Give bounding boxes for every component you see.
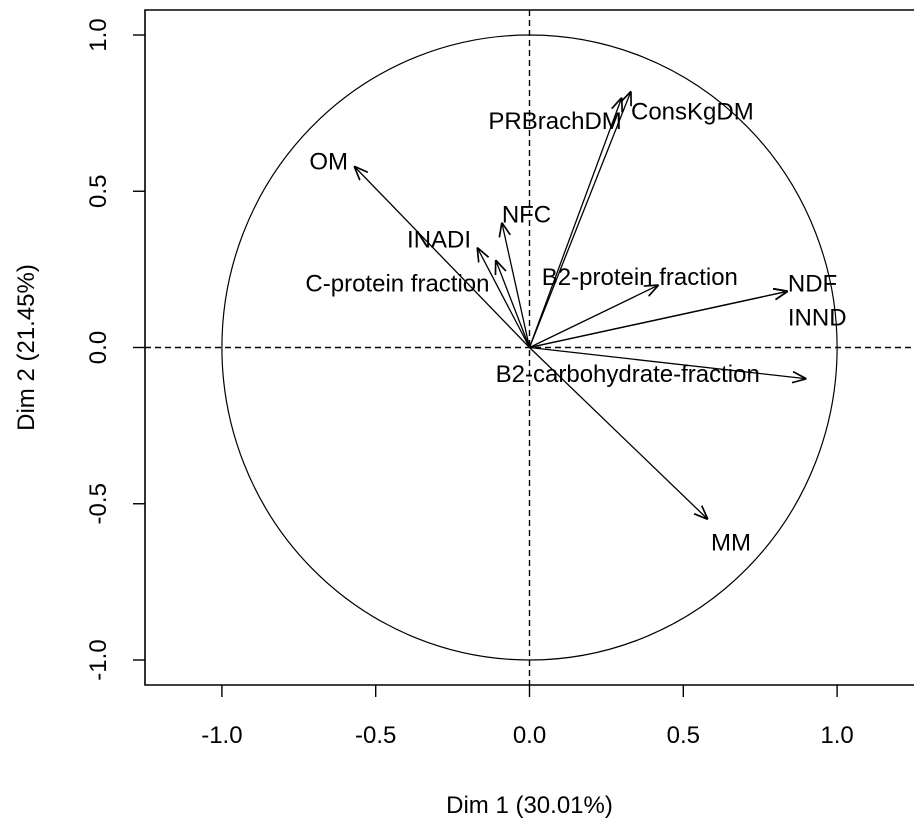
variable-arrow-b2-protein-fraction: [529, 285, 659, 349]
variable-label-inadi: INADI: [407, 227, 471, 254]
x-tick-label: 1.0: [820, 722, 853, 749]
unit-circle: [221, 34, 838, 661]
variable-arrow-nfc: [502, 223, 531, 348]
variable-arrow-innd: [529, 291, 788, 349]
variable-arrow-prbrachdm: [528, 98, 622, 348]
variable-label-mm: MM: [711, 530, 751, 557]
variable-label-b2-protein-fraction: B2-protein fraction: [542, 264, 738, 291]
y-tick-label: 1.0: [85, 18, 112, 51]
variable-arrow-mm: [529, 347, 708, 520]
variable-label-c-protein-fraction: C-protein fraction: [305, 270, 489, 297]
y-tick-label: 0.0: [85, 331, 112, 364]
variable-label-prbrachdm: PRBrachDM: [488, 108, 621, 135]
variable-label-om: OM: [309, 148, 348, 175]
y-tick-label: 0.5: [85, 175, 112, 208]
x-tick-label: 0.0: [513, 722, 546, 749]
variable-arrow-conskgdm: [528, 91, 632, 348]
x-axis-title: Dim 1 (30.01%): [446, 792, 613, 819]
variable-label-conskgdm: ConsKgDM: [631, 98, 754, 125]
variable-arrow-om: [354, 166, 530, 348]
y-axis-title: Dim 2 (21.45%): [13, 264, 40, 431]
x-tick-label: -0.5: [355, 722, 396, 749]
y-tick-label: -1.0: [85, 639, 112, 680]
variable-arrow-inadi: [477, 248, 531, 348]
variable-label-innd: INND: [788, 305, 847, 332]
variable-label-b2-carbohydrate-fraction: B2-carbohydrate-fraction: [496, 361, 760, 388]
variable-label-nfc: NFC: [502, 202, 551, 229]
variable-label-ndf: NDF: [788, 270, 837, 297]
y-tick-label: -0.5: [85, 483, 112, 524]
variable-arrow-b2-carbohydrate-fraction: [529, 346, 807, 379]
variable-arrow-c-protein-fraction: [496, 260, 531, 348]
x-tick-label: -1.0: [201, 722, 242, 749]
x-tick-label: 0.5: [667, 722, 700, 749]
